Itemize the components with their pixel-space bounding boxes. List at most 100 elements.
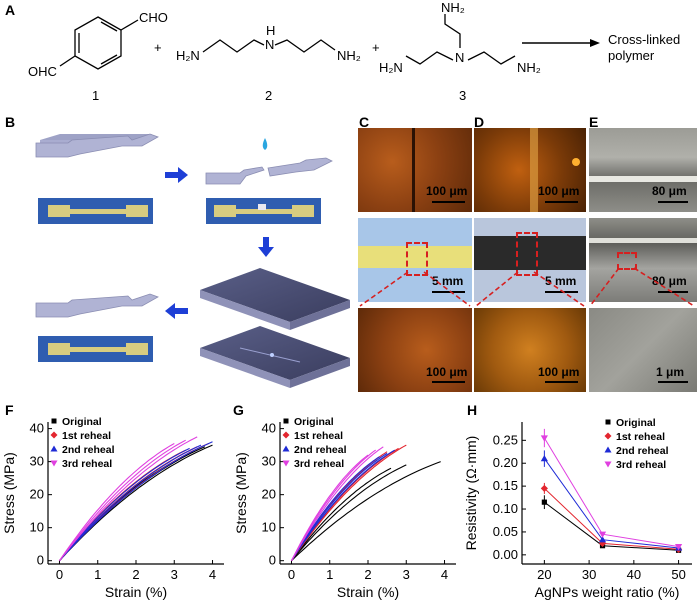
chart-h-legend-label-2: 2nd reheal: [616, 445, 669, 457]
film-photo-healed: [38, 336, 153, 362]
product-label-line1: Cross-linked: [608, 32, 680, 47]
chart-f-x-tick-label-3: 3: [171, 567, 178, 582]
chart-h-point-3-1: [598, 531, 607, 538]
chart-g-x-tick-label-4: 4: [441, 567, 448, 582]
panel-label-f: F: [5, 402, 14, 418]
chart-f-y-tick-label-3: 30: [30, 454, 44, 469]
chart-f-legend-marker-3: [50, 460, 58, 467]
chart-h-legend-marker-1: [604, 432, 612, 440]
chart-g-curve-0-2: [291, 467, 392, 562]
chart-h-point-3-2: [674, 543, 683, 551]
d-mid-scalebar: [545, 291, 578, 293]
chart-f-curve-2-2: [59, 447, 190, 562]
chart-f-legend-marker-0: [51, 418, 57, 424]
chart-h-legend-label-3: 3rd reheal: [616, 459, 666, 471]
chart-g-legend-marker-3: [282, 460, 290, 467]
chart-h-y-axis-title: Resistivity (Ω·mm): [466, 436, 479, 551]
chart-f-legend-marker-1: [50, 431, 58, 439]
chart-g-y-axis-title: Stress (MPa): [233, 452, 249, 534]
d-bot-micrograph: [474, 308, 586, 392]
panel-label-e: E: [589, 114, 599, 130]
chart-f-y-tick-label-2: 20: [30, 487, 44, 502]
e-mid-scale-label: 80 μm: [652, 274, 687, 288]
product-label-line2: polymer: [608, 48, 655, 63]
c-top-scalebar: [432, 201, 465, 203]
arrow-down: [258, 237, 274, 257]
chart-g-curves: [291, 444, 441, 562]
c-mid-scalebar: [432, 291, 465, 293]
chart-g-curve-1-0: [291, 444, 407, 562]
panel-label-g: G: [233, 402, 244, 418]
arrow-left: [165, 303, 188, 319]
panel-label-d: D: [474, 114, 485, 130]
film-photo-cut: [206, 198, 321, 224]
c-bot-scalebar: [432, 381, 465, 383]
chart-g-curve-0-0: [291, 461, 441, 562]
chart-h-legend-marker-3: [604, 461, 612, 468]
chart-f-x-tick-label-0: 0: [56, 567, 63, 582]
chart-h-legend-marker-2: [604, 446, 612, 453]
chart-g-curve-2-1: [291, 452, 388, 561]
chart-f-legend-marker-2: [50, 445, 58, 452]
compound-number-1: 1: [92, 88, 99, 103]
chart-f-x-tick-label-4: 4: [209, 567, 216, 582]
chart-h-y-tick-label-2: 0.10: [493, 501, 518, 516]
chart-h-point-2-1: [598, 536, 607, 543]
chart-f-curve-3-2: [59, 443, 175, 562]
chart-f-curve-2-1: [59, 444, 202, 562]
press-plates: [200, 268, 350, 388]
chart-g-x-tick-label-1: 1: [326, 567, 333, 582]
chart-h-y-tick-label-0: 0.00: [493, 547, 518, 562]
chart-g-y-tick-label-1: 10: [262, 520, 276, 535]
nh-h: H: [266, 23, 275, 38]
d-mid-photo: [474, 218, 586, 302]
e-top-scale-label: 80 μm: [652, 184, 687, 198]
panel-label-b: B: [5, 114, 16, 130]
e-mid-scalebar: [658, 291, 688, 293]
chart-f-curve-2-0: [59, 441, 213, 562]
chart-h: 20 30 40 50 0.00 0.05 0.10 0.15 0.20 0.25 AgNPs we…: [466, 417, 692, 600]
e-top-scalebar: [658, 201, 688, 203]
n-center: N: [455, 50, 464, 65]
c-mid-photo: [358, 218, 472, 302]
healing-process-illustration: [35, 133, 350, 388]
chart-h-x-tick-label-1: 30: [582, 567, 596, 582]
dogbone-sample-healed: [35, 293, 159, 318]
chart-h-x-axis-title: AgNPs weight ratio (%): [535, 584, 680, 600]
h2n-group-3: H₂N: [379, 60, 403, 75]
e-bot-scalebar: [658, 381, 688, 383]
c-bot-micrograph: [358, 308, 472, 392]
chart-h-series: [540, 428, 683, 553]
chart-f-curves: [59, 436, 213, 562]
chart-g-legend: Original 1st reheal 2nd reheal 3rd reheal: [282, 416, 347, 470]
nh2-group-3: NH₂: [517, 60, 541, 75]
d-top-micrograph: [474, 128, 586, 212]
e-bot-scale-label: 1 μm: [656, 365, 685, 379]
film-photo-original: [38, 198, 153, 224]
dogbone-sample-original: [35, 133, 159, 158]
chart-h-y-tick-label-1: 0.05: [493, 524, 518, 539]
nh-n: N: [265, 37, 274, 52]
dogbone-sample-cut: [205, 138, 333, 185]
cho-group: CHO: [139, 10, 168, 25]
chart-g-y-tick-label-0: 0: [269, 553, 276, 568]
chart-h-legend: Original 1st reheal 2nd reheal 3rd reheal: [604, 417, 669, 471]
chart-g-legend-label-1: 1st reheal: [294, 430, 343, 442]
chart-g-y-tick-label-3: 30: [262, 454, 276, 469]
plus-sign-1: +: [154, 40, 162, 55]
chart-f-curve-3-1: [59, 439, 186, 562]
chart-h-legend-label-1: 1st reheal: [616, 431, 665, 443]
compound-1-structure: [59, 16, 139, 70]
chart-f-y-axis-title: Stress (MPa): [1, 452, 17, 534]
chart-f-x-axis-title: Strain (%): [105, 584, 167, 600]
chart-f-legend-label-3: 3rd reheal: [62, 458, 112, 470]
d-bot-scale-label: 100 μm: [538, 365, 580, 379]
d-mid-scale-label: 5 mm: [545, 274, 577, 288]
chart-h-x-tick-label-2: 40: [627, 567, 641, 582]
chart-f-y-tick-label-4: 40: [30, 421, 44, 436]
h2n-group: H₂N: [176, 48, 200, 63]
chart-g-legend-label-0: Original: [294, 416, 334, 428]
c-top-micrograph: [358, 128, 472, 212]
